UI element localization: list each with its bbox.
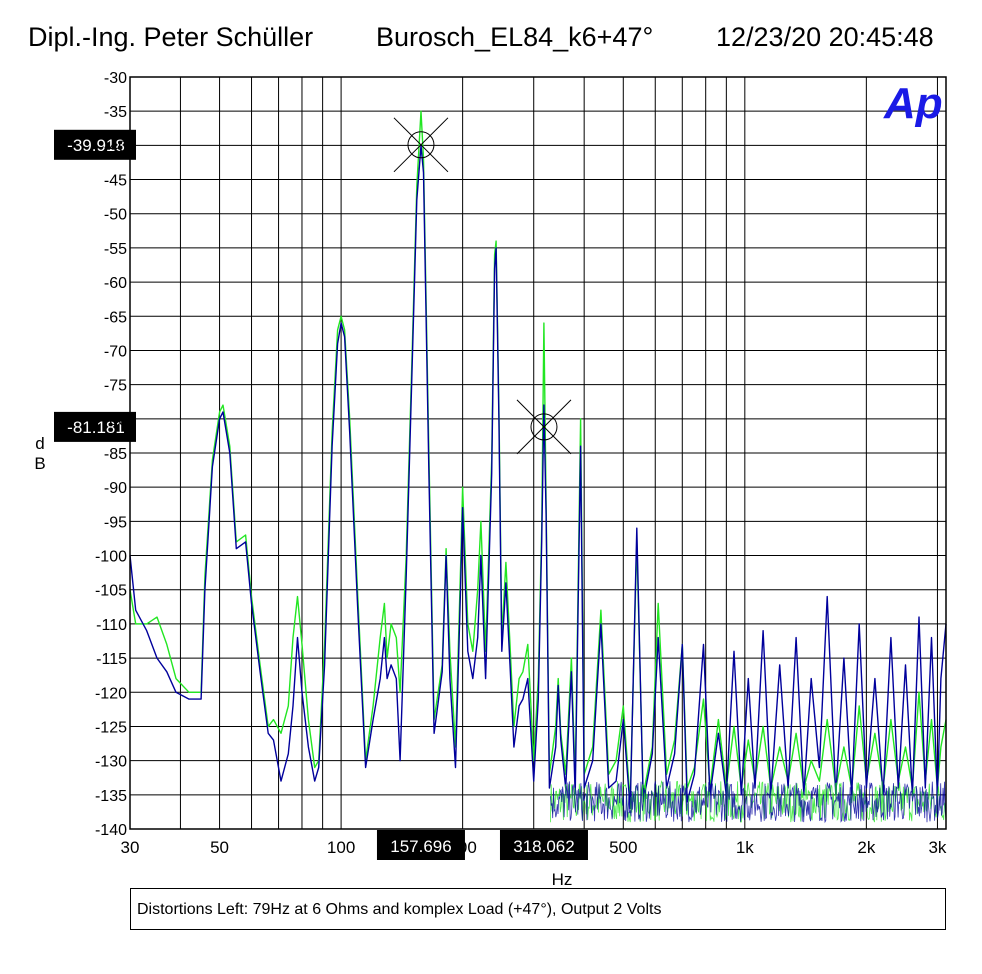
series-group — [129, 110, 947, 824]
x-tick-label: 2k — [857, 838, 875, 857]
ap-logo: Ap — [883, 79, 943, 128]
y-tick-label: -40 — [104, 138, 127, 155]
cursor-marker — [530, 413, 558, 441]
cursor-y-readout: -39.918 — [67, 136, 125, 155]
header-datetime: 12/23/20 20:45:48 — [716, 22, 934, 52]
y-tick-label: -70 — [104, 343, 127, 360]
y-tick-label: -95 — [104, 514, 127, 531]
noise-floor-blue — [550, 781, 947, 824]
y-tick-label: -65 — [104, 309, 127, 326]
y-tick-label: -35 — [104, 104, 127, 121]
x-tick-label: 3k — [928, 838, 946, 857]
y-tick-label: -45 — [104, 173, 127, 190]
y-axis-label: d — [35, 434, 44, 453]
x-tick-label: 100 — [327, 838, 355, 857]
x-tick-label: 50 — [210, 838, 229, 857]
y-tick-label: -115 — [96, 651, 127, 668]
x-tick-label: 30 — [121, 838, 140, 857]
y-tick-label: -100 — [95, 549, 127, 566]
y-axis-label: B — [34, 454, 45, 473]
y-tick-label: -140 — [95, 822, 127, 839]
y-tick-label: -75 — [104, 378, 127, 395]
series-line-blue — [129, 144, 947, 810]
noise-floor-green — [550, 780, 947, 823]
cursor-group: -39.918 157.696 -81.181 318.062 — [54, 117, 588, 860]
axes-group: -30-35-40-45-50-55-60-65-70-75-80-85-90-… — [34, 70, 947, 889]
cursor-y-readout-bg — [54, 129, 136, 160]
y-tick-label: -30 — [104, 70, 127, 87]
cursor-marker — [407, 131, 435, 159]
plot-frame — [129, 76, 947, 830]
y-tick-label: -55 — [104, 241, 127, 258]
caption-box: Distortions Left: 79Hz at 6 Ohms and kom… — [130, 888, 946, 930]
y-tick-label: -125 — [95, 719, 127, 736]
caption-text: Distortions Left: 79Hz at 6 Ohms and kom… — [137, 901, 662, 918]
y-tick-label: -90 — [104, 480, 127, 497]
y-tick-label: -85 — [104, 446, 127, 463]
y-tick-label: -60 — [104, 275, 127, 292]
x-tick-label: 1k — [736, 838, 754, 857]
header-author: Dipl.-Ing. Peter Schüller — [28, 22, 314, 52]
cursor-x-readout-bg — [499, 830, 588, 860]
y-tick-label: -80 — [104, 412, 127, 429]
cursor-cross — [516, 399, 572, 455]
y-tick-label: -105 — [95, 583, 127, 600]
cursor-x-readout: 318.062 — [513, 837, 574, 856]
y-tick-label: -120 — [95, 685, 127, 702]
y-tick-label: -135 — [95, 788, 127, 805]
cursor-y-readout: -81.181 — [67, 418, 125, 437]
y-tick-label: -110 — [96, 617, 127, 634]
x-tick-label: 200 — [448, 838, 476, 857]
cursor-y-readout-bg — [54, 411, 136, 442]
cursor-x-readout: 157.696 — [390, 837, 451, 856]
cursor-cross — [393, 117, 449, 173]
y-tick-label: -130 — [95, 754, 127, 771]
x-axis-label: Hz — [552, 870, 573, 889]
cursor-x-readout-bg — [376, 830, 465, 860]
header-device-title: Burosch_EL84_k6+47° — [376, 22, 654, 52]
y-tick-label: -50 — [104, 207, 127, 224]
x-tick-label: 500 — [609, 838, 637, 857]
